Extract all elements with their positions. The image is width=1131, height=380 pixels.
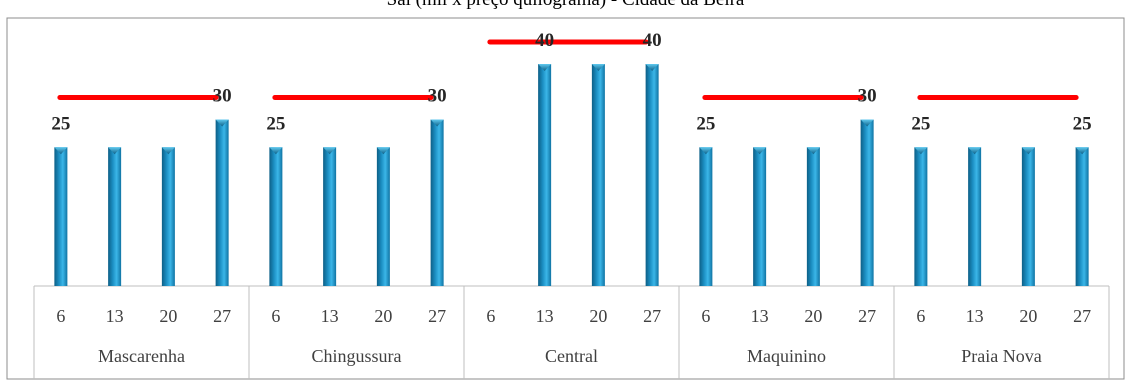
bar bbox=[806, 147, 820, 286]
bar bbox=[323, 147, 337, 286]
tick-label: 27 bbox=[428, 306, 446, 326]
data-label: 25 bbox=[696, 113, 715, 134]
group-label: Mascarenha bbox=[98, 346, 185, 366]
bar bbox=[591, 64, 605, 286]
tick-label: 6 bbox=[486, 306, 495, 326]
data-label: 25 bbox=[51, 113, 70, 134]
bar bbox=[860, 119, 874, 286]
tick-label: 27 bbox=[1073, 306, 1091, 326]
bar bbox=[161, 147, 175, 286]
target-line-layer bbox=[57, 39, 1079, 100]
bar bbox=[538, 64, 552, 286]
tick-label: 6 bbox=[916, 306, 925, 326]
data-label: 25 bbox=[266, 113, 285, 134]
data-label: 30 bbox=[428, 86, 447, 107]
bar-layer bbox=[54, 64, 1089, 286]
bar bbox=[215, 119, 229, 286]
bar bbox=[968, 147, 982, 286]
axis-layer: Mascarenha 6 13 20 27 Chingussura 6 13 20 27 Centr… bbox=[33, 285, 1110, 379]
tick-label: 20 bbox=[374, 306, 392, 326]
bar bbox=[108, 147, 122, 286]
tick-label: 27 bbox=[213, 306, 231, 326]
tick-label: 20 bbox=[589, 306, 607, 326]
bar bbox=[914, 147, 928, 286]
data-label: 40 bbox=[643, 30, 662, 51]
bar bbox=[645, 64, 659, 286]
data-label: 25 bbox=[1073, 113, 1092, 134]
tick-label: 13 bbox=[966, 306, 984, 326]
tick-label: 20 bbox=[804, 306, 822, 326]
chart-title: Sal (mil x preço quilograma) - Cidade da… bbox=[0, 0, 1131, 11]
tick-label: 27 bbox=[858, 306, 876, 326]
tick-label: 13 bbox=[106, 306, 124, 326]
bar bbox=[269, 147, 283, 286]
tick-label: 13 bbox=[751, 306, 769, 326]
bar bbox=[753, 147, 767, 286]
bar bbox=[54, 147, 68, 286]
tick-label: 6 bbox=[271, 306, 280, 326]
bar bbox=[430, 119, 444, 286]
bar bbox=[1021, 147, 1035, 286]
bar bbox=[376, 147, 390, 286]
tick-label: 6 bbox=[56, 306, 65, 326]
data-label: 30 bbox=[858, 86, 877, 107]
data-label: 25 bbox=[911, 113, 930, 134]
group-label: Central bbox=[545, 346, 598, 366]
tick-label: 20 bbox=[159, 306, 177, 326]
tick-label: 13 bbox=[321, 306, 339, 326]
data-label: 40 bbox=[535, 30, 554, 51]
tick-label: 20 bbox=[1019, 306, 1037, 326]
group-label: Maquinino bbox=[747, 346, 826, 366]
label-layer: 25 30 25 30 40 40 25 30 25 25 bbox=[51, 30, 1091, 134]
bar bbox=[1075, 147, 1089, 286]
bar bbox=[699, 147, 713, 286]
tick-label: 6 bbox=[701, 306, 710, 326]
tick-label: 27 bbox=[643, 306, 661, 326]
tick-label: 13 bbox=[536, 306, 554, 326]
group-label: Praia Nova bbox=[961, 346, 1041, 366]
plot-frame bbox=[6, 17, 1125, 380]
group-label: Chingussura bbox=[312, 346, 402, 366]
data-label: 30 bbox=[213, 86, 232, 107]
